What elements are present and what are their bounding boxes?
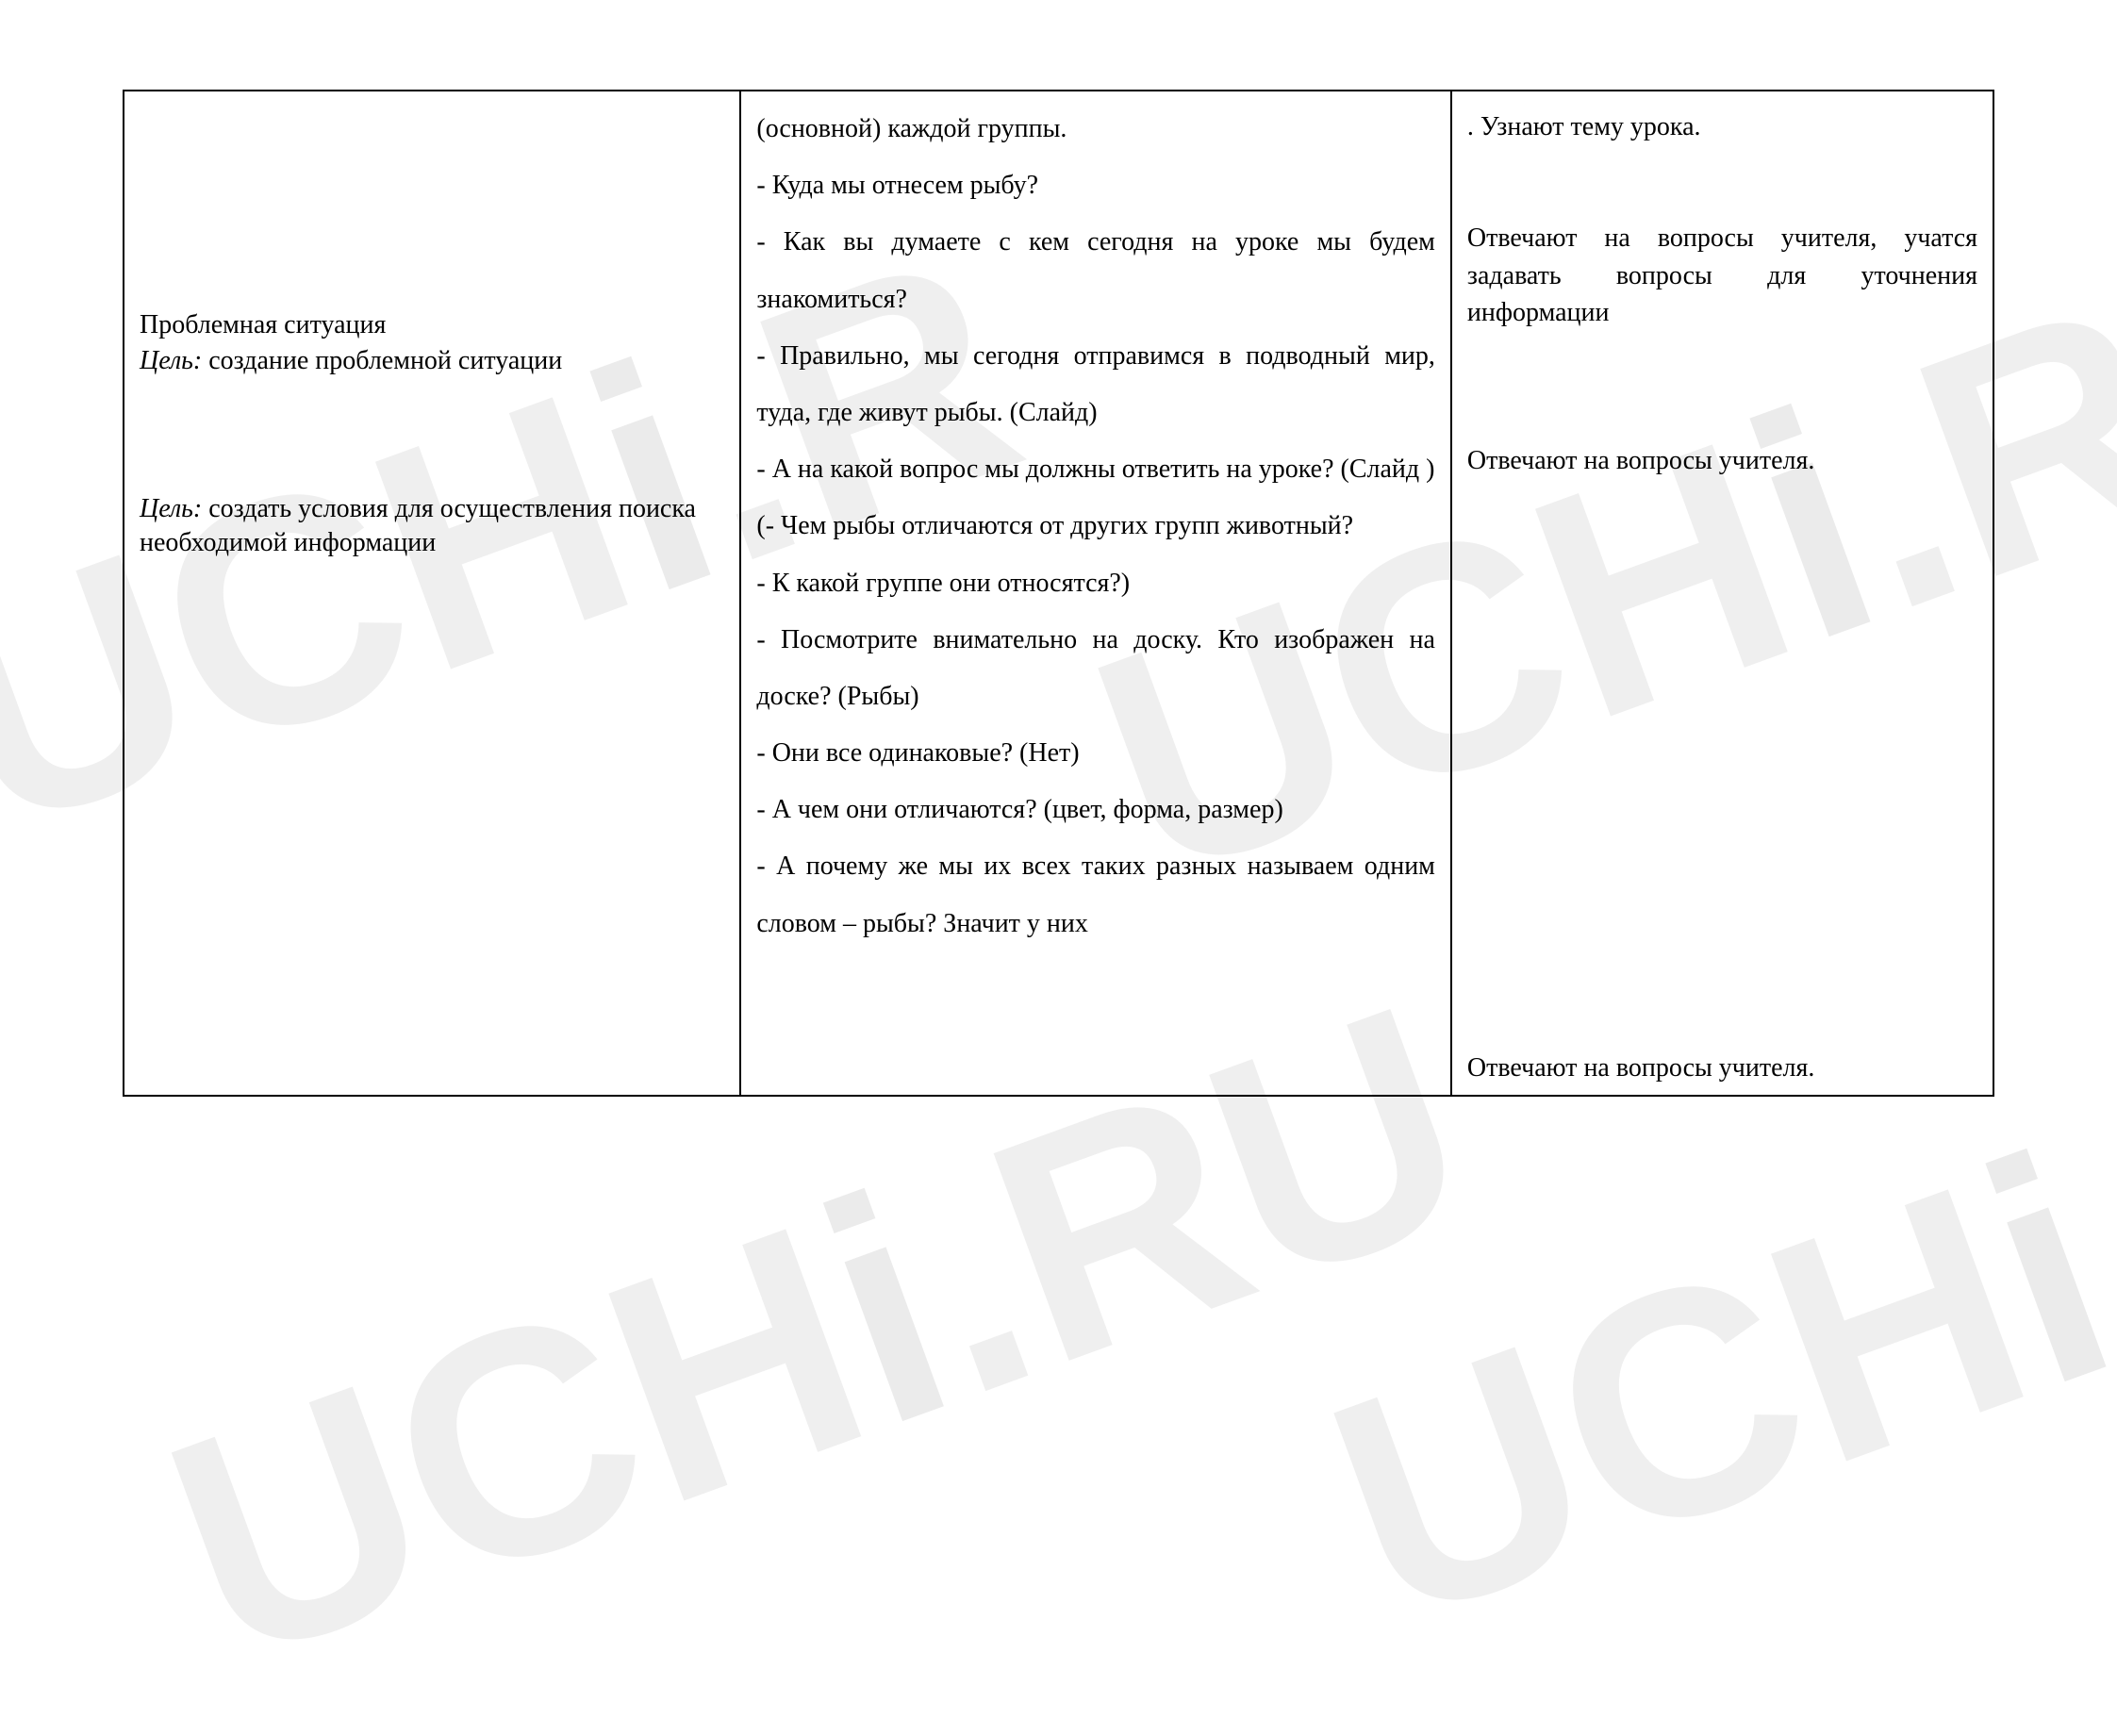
student-response: Отвечают на вопросы учителя. bbox=[1467, 444, 1977, 478]
script-line: - Как вы думаете с кем сегодня на уроке … bbox=[756, 214, 1435, 327]
script-line: - А на какой вопрос мы должны ответить н… bbox=[756, 441, 1435, 498]
goal-label: Цель: bbox=[140, 494, 202, 523]
goal-text: создание проблемной ситуации bbox=[202, 346, 562, 375]
script-line: - Посмотрите внимательно на доску. Кто и… bbox=[756, 612, 1435, 725]
goal-2: Цель: создать условия для осуществления … bbox=[140, 492, 724, 561]
student-response: . Узнают тему урока. bbox=[1467, 110, 1977, 144]
script-line: - Они все одинаковые? (Нет) bbox=[756, 725, 1435, 782]
script-line: - Куда мы отнесем рыбу? bbox=[756, 157, 1435, 214]
goal-label: Цель: bbox=[140, 346, 202, 375]
script-line: - А почему же мы их всех таких разных на… bbox=[756, 838, 1435, 951]
goal-text: создать условия для осуществления поиска… bbox=[140, 494, 696, 557]
student-response: Отвечают на вопросы учителя, учатся зада… bbox=[1467, 220, 1977, 331]
script-line: - А чем они отличаются? (цвет, форма, ра… bbox=[756, 782, 1435, 838]
script-line: (основной) каждой группы. bbox=[756, 101, 1435, 157]
student-response: Отвечают на вопросы учителя. bbox=[1467, 1051, 1814, 1085]
script-line: (- Чем рыбы отличаются от других групп ж… bbox=[756, 498, 1435, 554]
goal-1: Цель: создание проблемной ситуации bbox=[140, 344, 724, 378]
lesson-plan-table: Проблемная ситуация Цель: создание пробл… bbox=[123, 90, 1994, 1097]
cell-student-activity: . Узнают тему урока. Отвечают на вопросы… bbox=[1451, 91, 1993, 1096]
section-title: Проблемная ситуация bbox=[140, 308, 724, 342]
script-line: - Правильно, мы сегодня отправимся в под… bbox=[756, 328, 1435, 441]
document-page: Проблемная ситуация Цель: создание пробл… bbox=[0, 0, 2117, 1144]
table-row: Проблемная ситуация Цель: создание пробл… bbox=[124, 91, 1993, 1096]
cell-stage: Проблемная ситуация Цель: создание пробл… bbox=[124, 91, 740, 1096]
script-line: - К какой группе они относятся?) bbox=[756, 555, 1435, 612]
cell-teacher-activity: (основной) каждой группы. - Куда мы отне… bbox=[740, 91, 1451, 1096]
teacher-script: (основной) каждой группы. - Куда мы отне… bbox=[756, 101, 1435, 952]
